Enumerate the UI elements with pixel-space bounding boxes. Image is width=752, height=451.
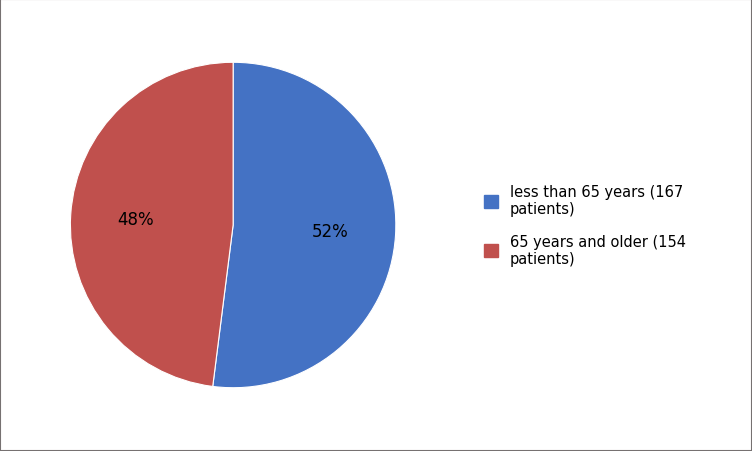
Wedge shape [71, 63, 233, 387]
Wedge shape [213, 63, 396, 388]
Text: 48%: 48% [117, 211, 154, 228]
Legend: less than 65 years (167
patients), 65 years and older (154
patients): less than 65 years (167 patients), 65 ye… [476, 177, 693, 274]
Text: 52%: 52% [312, 223, 349, 240]
